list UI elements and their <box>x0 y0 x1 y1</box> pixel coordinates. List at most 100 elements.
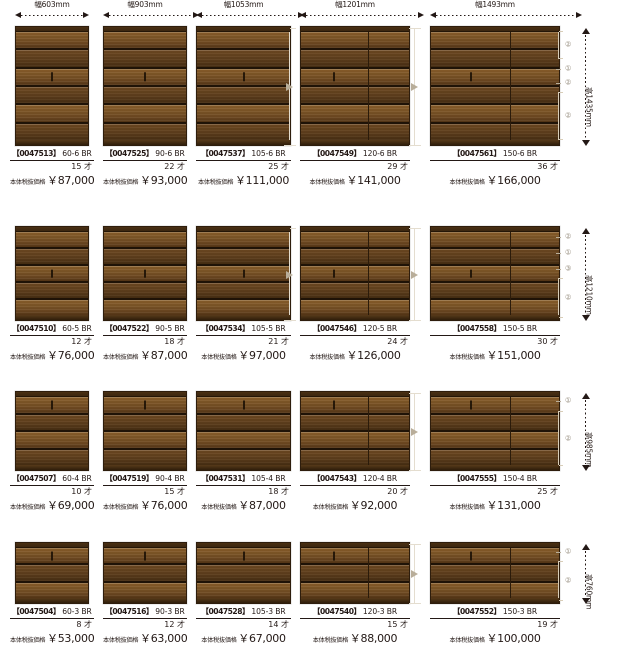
product-image <box>300 226 410 321</box>
drawer-handle-icon <box>469 551 472 561</box>
product-size: 24 才 <box>387 337 408 346</box>
drawer <box>431 397 511 415</box>
cabinet-base <box>431 315 559 320</box>
product-card[interactable]: 【0047522】 90-5 BR 18 才本体税抜価格 ￥87,000 <box>103 226 188 364</box>
cabinet-base <box>197 140 290 145</box>
product-code: 【0047549】 <box>312 149 361 158</box>
dotted-line-vertical <box>585 551 586 597</box>
bracket-dash <box>556 400 561 402</box>
product-image-wrap <box>300 542 410 604</box>
product-card[interactable]: 【0047528】 105-3 BR 14 才本体税抜価格 ￥67,000 <box>196 542 291 647</box>
product-code: 【0047516】 <box>105 607 153 616</box>
drawer <box>104 432 186 450</box>
cabinet-top <box>197 543 290 548</box>
price-value: ￥93,000 <box>140 174 188 187</box>
product-code: 【0047561】 <box>452 149 501 158</box>
product-card[interactable]: 【0047561】 150-6 BR 36 才本体税抜価格 ￥166,000 <box>430 26 560 189</box>
arrow-up-icon <box>581 544 590 550</box>
connector-cap-bottom <box>409 469 421 471</box>
arrow-down-icon <box>581 465 590 471</box>
product-card[interactable]: 【0047513】 60-6 BR 15 才本体税抜価格 ￥87,000 <box>10 26 95 189</box>
product-card[interactable]: 【0047510】 60-5 BR 12 才本体税抜価格 ￥76,000 <box>10 226 95 364</box>
drawer <box>104 32 186 51</box>
product-price-line: 本体税抜価格 ￥69,000 <box>10 499 95 514</box>
price-label: 本体税抜価格 <box>103 354 140 361</box>
product-card[interactable]: 【0047525】 90-6 BR 22 才本体税抜価格 ￥93,000 <box>103 26 188 189</box>
size-comparison-connector-2 <box>283 228 297 321</box>
product-card[interactable]: 【0047519】 90-4 BR 15 才本体税抜価格 ￥76,000 <box>103 391 188 514</box>
drawer-column-right <box>510 232 559 315</box>
price-value: ￥141,000 <box>346 174 401 187</box>
product-card[interactable]: 【0047507】 60-4 BR 10 才本体税抜価格 ￥69,000 <box>10 391 95 514</box>
drawer <box>197 68 290 87</box>
drawer <box>16 283 88 300</box>
triangle-right-icon <box>411 428 418 436</box>
drawer-handle-icon <box>469 72 472 82</box>
drawer-handle-icon <box>242 551 245 561</box>
height-dimension-ruler: 高760mm <box>578 544 612 609</box>
product-caption: 【0047537】 105-6 BR 25 才本体税抜価格 ￥111,000 <box>196 149 291 189</box>
price-label: 本体税抜価格 <box>10 179 47 186</box>
product-card[interactable]: 【0047546】 120-5 BR 24 才本体税抜価格 ￥126,000 <box>300 226 410 364</box>
product-card[interactable]: 【0047531】 105-4 BR 18 才本体税抜価格 ￥87,000 <box>196 391 291 514</box>
product-price-line: 本体税抜価格 ￥92,000 <box>300 499 410 514</box>
product-card[interactable]: 【0047534】 105-5 BR 21 才本体税抜価格 ￥97,000 <box>196 226 291 364</box>
bracket-number: ② <box>565 434 572 442</box>
cabinet-base <box>301 598 409 603</box>
product-card[interactable]: 【0047540】 120-3 BR 15 才本体税抜価格 ￥88,000 <box>300 542 410 647</box>
product-code-and-model: 【0047519】 90-4 BR <box>103 474 187 484</box>
drawer <box>301 548 368 566</box>
drawer <box>511 86 559 106</box>
product-image-wrap <box>10 542 94 604</box>
arrow-left-icon <box>196 12 202 18</box>
bracket-bottom <box>558 600 563 601</box>
product-model: 120-4 BR <box>360 474 398 483</box>
product-image <box>103 391 187 471</box>
product-code: 【0047531】 <box>201 474 250 483</box>
product-price-line: 本体税抜価格 ￥76,000 <box>103 499 188 514</box>
product-card[interactable]: 【0047537】 105-6 BR 25 才本体税抜価格 ￥111,000 <box>196 26 291 189</box>
product-code: 【0047528】 <box>201 607 250 616</box>
bracket-annotation: ② <box>556 31 582 59</box>
product-image-wrap <box>196 542 291 604</box>
product-image-wrap <box>196 391 291 471</box>
arrow-right-icon <box>576 12 582 18</box>
height-dimension-ruler: 高985mm <box>578 393 612 471</box>
drawer <box>431 266 511 283</box>
caption-divider <box>196 618 291 619</box>
product-caption: 【0047525】 90-6 BR 22 才本体税抜価格 ￥93,000 <box>103 149 188 189</box>
drawer-column-right <box>367 232 409 315</box>
caption-divider <box>103 335 187 336</box>
product-card[interactable]: 【0047552】 150-3 BR 19 才本体税抜価格 ￥100,000 <box>430 542 560 647</box>
drawer <box>104 414 186 432</box>
triangle-right-icon <box>411 270 418 279</box>
price-value: ￥87,000 <box>140 349 188 362</box>
drawer <box>431 123 511 140</box>
caption-divider <box>10 335 94 336</box>
cabinet-top <box>431 227 559 232</box>
drawer-handle-icon <box>242 400 245 410</box>
product-image-wrap <box>103 226 187 321</box>
price-label: 本体税抜価格 <box>201 637 239 644</box>
product-price-line: 本体税抜価格 ￥93,000 <box>103 174 188 189</box>
drawer <box>368 449 409 465</box>
cabinet-body <box>301 232 409 315</box>
product-card[interactable]: 【0047543】 120-4 BR 20 才本体税抜価格 ￥92,000 <box>300 391 410 514</box>
product-size: 12 才 <box>164 620 185 629</box>
drawer <box>431 432 511 450</box>
drawer <box>104 68 186 87</box>
cabinet-base <box>16 140 88 145</box>
drawer <box>16 449 88 465</box>
drawer <box>104 582 186 598</box>
product-card[interactable]: 【0047555】 150-4 BR 25 才本体税抜価格 ￥131,000 <box>430 391 560 514</box>
product-card[interactable]: 【0047549】 120-6 BR 29 才本体税抜価格 ￥141,000 <box>300 26 410 189</box>
product-card[interactable]: 【0047516】 90-3 BR 12 才本体税抜価格 ￥63,000 <box>103 542 188 647</box>
bracket-number: ① <box>565 248 572 257</box>
product-card[interactable]: 【0047558】 150-5 BR 30 才本体税抜価格 ￥151,000 <box>430 226 560 364</box>
price-label: 本体税抜価格 <box>10 504 47 511</box>
price-value: ￥97,000 <box>238 349 286 362</box>
product-card[interactable]: 【0047504】 60-3 BR 8 才本体税抜価格 ￥53,000 <box>10 542 95 647</box>
product-model: 150-6 BR <box>500 149 538 158</box>
cabinet-body <box>301 548 409 598</box>
